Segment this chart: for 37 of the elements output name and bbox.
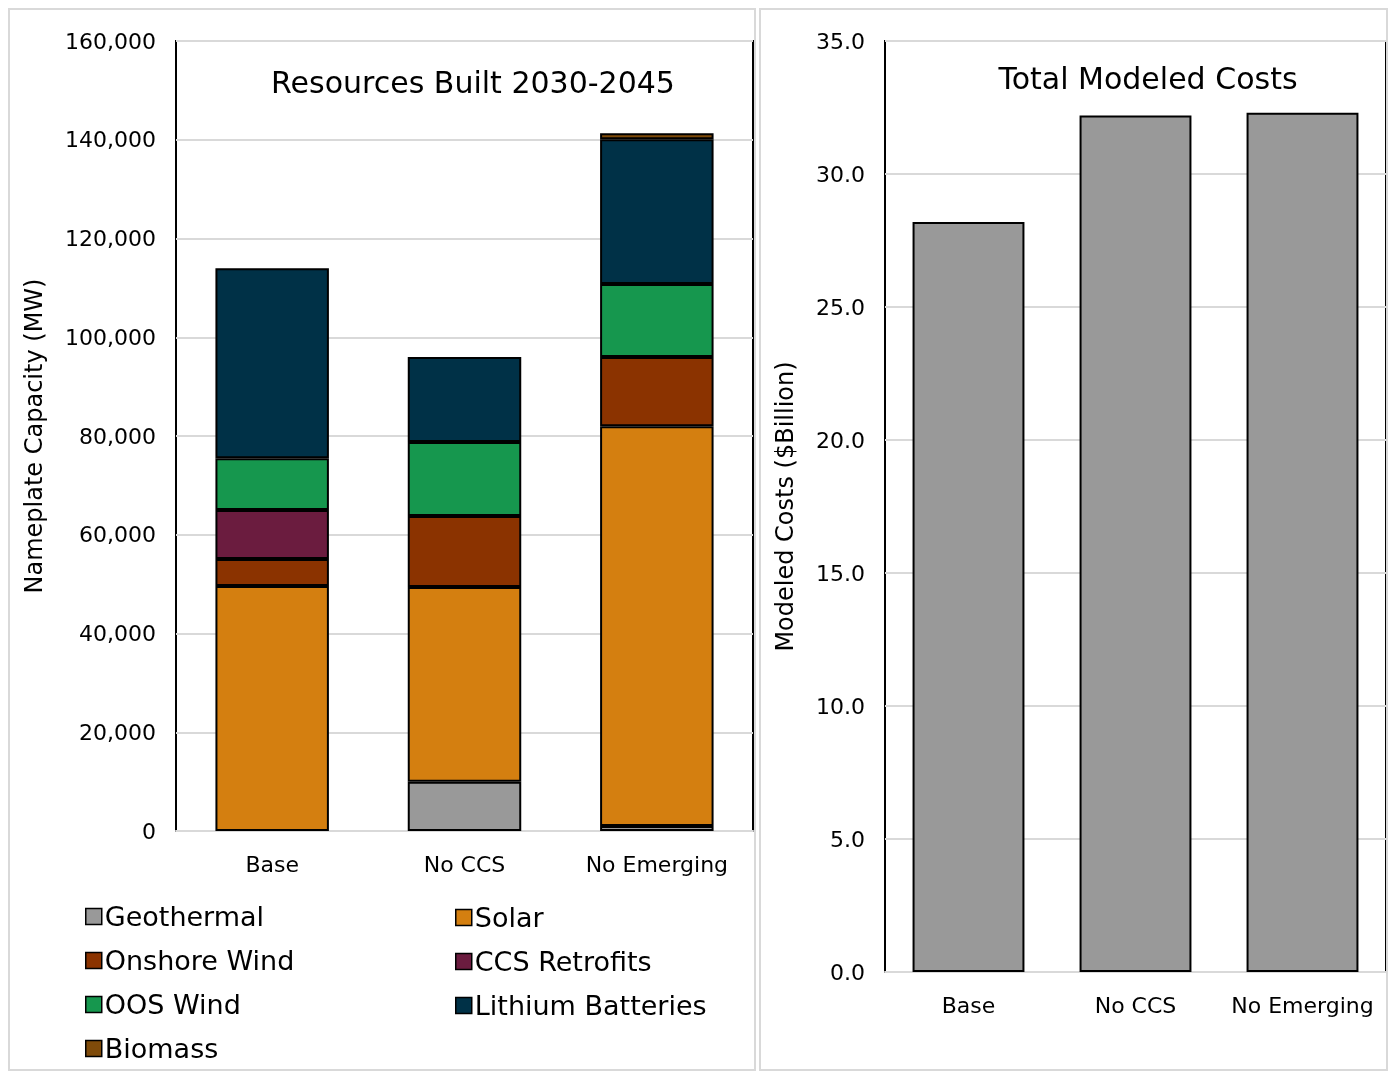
x-tick-label: Base (941, 992, 996, 1018)
y-tick-label: 140,000 (65, 127, 156, 153)
x-tick-label: No CCS (1094, 992, 1177, 1018)
y-tick-label: 100,000 (65, 324, 156, 350)
y-tick-label: 35.0 (816, 28, 865, 54)
legend-label: Geothermal (104, 901, 265, 932)
x-tick-label: No Emerging (1231, 992, 1374, 1018)
y-tick-label: 0.0 (830, 959, 865, 985)
x-tick-label: No CCS (423, 851, 506, 877)
bar (1079, 115, 1192, 972)
y-tick-label: 30.0 (816, 161, 865, 187)
legend-label: Lithium Batteries (474, 990, 707, 1021)
legend-label: Onshore Wind (104, 945, 295, 976)
bar (1246, 112, 1359, 972)
legend-label: Solar (474, 902, 545, 933)
bar (912, 221, 1025, 972)
y-tick-label: 20,000 (79, 719, 156, 745)
text: Resources Built 2030-2045 (271, 64, 675, 100)
y-tick-label: 60,000 (79, 522, 156, 548)
y-tick-label: 160,000 (65, 28, 156, 54)
y-tick-label: 40,000 (79, 621, 156, 646)
legend-label: CCS Retrofits (474, 946, 652, 977)
y-axis-title: Modeled Costs ($Billion) (771, 361, 799, 652)
y-tick-label: 10.0 (816, 693, 865, 719)
y-tick-label: 5.0 (830, 826, 865, 852)
y-tick-label: 80,000 (79, 423, 156, 449)
y-tick-label: 120,000 (65, 226, 156, 251)
x-tick-label: No Emerging (585, 851, 729, 877)
text: Total Modeled Costs (997, 60, 1298, 96)
y-axis-title: Nameplate Capacity (MW) (20, 278, 48, 594)
y-tick-label: 0 (142, 818, 156, 844)
legend-label: OOS Wind (104, 989, 241, 1020)
legend-label: Biomass (104, 1033, 219, 1064)
x-tick-label: Base (245, 851, 299, 877)
y-tick-label: 25.0 (816, 294, 865, 320)
y-tick-label: 20.0 (816, 427, 865, 453)
y-tick-label: 15.0 (816, 560, 865, 586)
